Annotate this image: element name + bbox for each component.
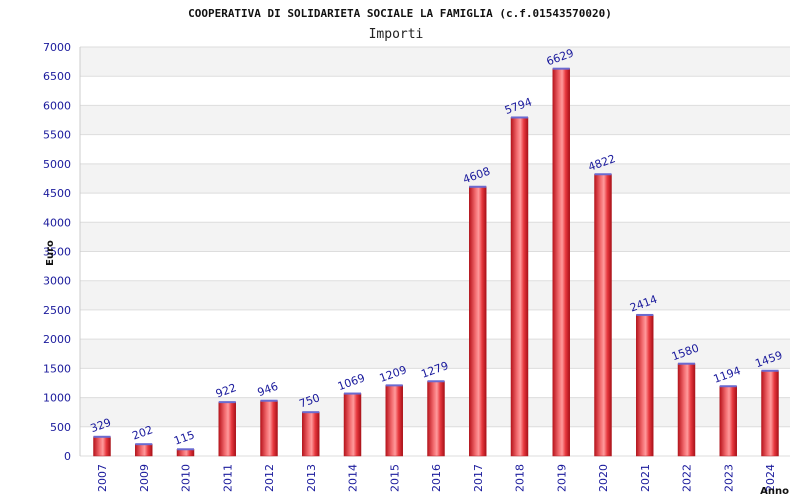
y-tick-label: 1000 [43, 392, 71, 405]
grid-band [80, 339, 790, 369]
bar-cap [427, 380, 445, 383]
grid-band [80, 251, 790, 281]
x-tick-label: 2011 [221, 464, 234, 492]
y-axis-ticks: 0 500 1000 1500 2000 2500 3000 3500 4000 4500 5000… [43, 41, 71, 463]
grid-band [80, 309, 790, 340]
bar-cap [761, 369, 779, 372]
y-tick-label: 6500 [43, 70, 71, 83]
bar-cap [218, 401, 236, 404]
x-tick-label: 2021 [639, 464, 652, 492]
bar [719, 385, 737, 457]
x-tick-label: 2013 [305, 464, 318, 492]
bar [427, 381, 445, 457]
bar [636, 314, 654, 457]
grid-bands [79, 46, 790, 457]
x-tick-label: 2017 [472, 464, 485, 492]
bars [93, 67, 779, 457]
grid-band [80, 193, 790, 223]
grid-band [80, 280, 790, 310]
x-tick-label: 2007 [96, 464, 109, 492]
y-tick-label: 5500 [43, 129, 71, 142]
bar [469, 186, 487, 457]
y-axis-label: Euro [45, 240, 56, 266]
y-tick-label: 3000 [43, 275, 71, 288]
bar [260, 400, 278, 457]
x-tick-label: 2014 [347, 464, 360, 492]
bar [218, 401, 236, 457]
y-tick-label: 4000 [43, 216, 71, 229]
grid-band [80, 47, 790, 77]
bar-cap [636, 313, 654, 316]
grid-band [80, 163, 790, 194]
grid-band [80, 76, 790, 106]
bar-cap [511, 116, 528, 119]
y-tick-label: 2000 [43, 333, 71, 346]
x-tick-label: 2012 [263, 464, 276, 492]
x-axis-label: Anno [760, 486, 789, 497]
x-tick-label: 2020 [597, 464, 610, 492]
y-tick-label: 6000 [43, 99, 71, 112]
bar [343, 393, 362, 457]
y-tick-label: 2500 [43, 304, 71, 317]
bar-cap [302, 411, 320, 414]
x-tick-label: 2010 [180, 464, 193, 492]
bar [552, 68, 570, 457]
x-tick-label: 2024 [764, 464, 777, 492]
y-tick-label: 500 [50, 421, 71, 434]
bar-cap [93, 435, 111, 438]
x-axis-ticks: 2007 2009 2010 2011 2012 2013 2014 2015 2016 2017… [96, 464, 777, 492]
bar-cap [135, 443, 153, 446]
bar-cap [260, 399, 278, 402]
y-tick-label: 0 [64, 450, 71, 463]
bar-cap [552, 67, 570, 70]
y-tick-label: 5000 [43, 158, 71, 171]
chart-subtitle: Importi [369, 27, 424, 42]
bar [135, 443, 153, 457]
bar-cap [385, 384, 403, 387]
x-tick-label: 2016 [430, 464, 443, 492]
bar-cap [594, 173, 612, 176]
bar [176, 449, 195, 457]
y-tick-label: 3500 [43, 246, 71, 259]
bar [510, 117, 529, 457]
bar-cap [344, 392, 361, 395]
bar-cap [678, 362, 695, 365]
bar-cap [719, 385, 737, 388]
bar [302, 411, 320, 457]
x-tick-label: 2015 [388, 464, 401, 492]
grid-band [80, 105, 790, 135]
y-tick-label: 1500 [43, 362, 71, 375]
bar [677, 363, 696, 457]
grid-band [80, 134, 790, 164]
y-tick-label: 7000 [43, 41, 71, 54]
chart-title: COOPERATIVA DI SOLIDARIETA SOCIALE LA FA… [188, 7, 612, 20]
bar-cap [177, 448, 194, 451]
bar-cap [469, 185, 487, 188]
bar [385, 385, 403, 457]
x-tick-label: 2023 [722, 464, 735, 492]
x-tick-label: 2022 [681, 464, 694, 492]
x-tick-label: 2009 [138, 464, 151, 492]
bar [761, 370, 779, 457]
x-tick-label: 2019 [555, 464, 568, 492]
bar [594, 174, 612, 457]
grid-band [80, 222, 790, 252]
y-tick-label: 4500 [43, 187, 71, 200]
x-tick-label: 2018 [514, 464, 527, 492]
bar [93, 436, 111, 457]
